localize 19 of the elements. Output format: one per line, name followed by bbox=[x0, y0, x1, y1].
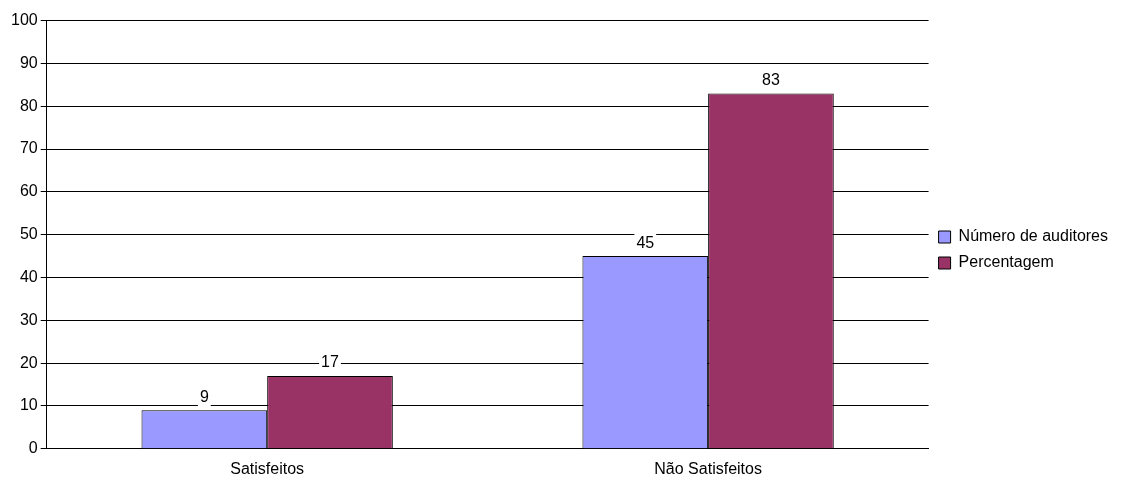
data-label: 9 bbox=[199, 387, 209, 405]
y-tick-label: 20 bbox=[19, 353, 38, 371]
data-label: 83 bbox=[762, 70, 780, 88]
data-label: 17 bbox=[321, 353, 339, 371]
y-tick-label: 50 bbox=[19, 225, 38, 243]
y-tick-label: 10 bbox=[19, 396, 38, 414]
legend-label: Percentagem bbox=[958, 253, 1054, 271]
data-label: 45 bbox=[636, 233, 655, 251]
y-tick-label: 80 bbox=[19, 96, 38, 114]
legend-label: Número de auditores bbox=[958, 227, 1109, 245]
y-tick-label: 40 bbox=[19, 267, 38, 285]
x-tick-label: Não Satisfeitos bbox=[654, 459, 762, 477]
y-tick-label: 30 bbox=[19, 310, 38, 328]
y-tick-label: 100 bbox=[10, 11, 38, 29]
y-tick-label: 0 bbox=[28, 439, 38, 457]
y-tick-label: 90 bbox=[19, 53, 38, 71]
y-tick-label: 60 bbox=[19, 182, 38, 200]
y-tick-label: 70 bbox=[19, 139, 38, 157]
x-tick-label: Satisfeitos bbox=[230, 459, 305, 477]
